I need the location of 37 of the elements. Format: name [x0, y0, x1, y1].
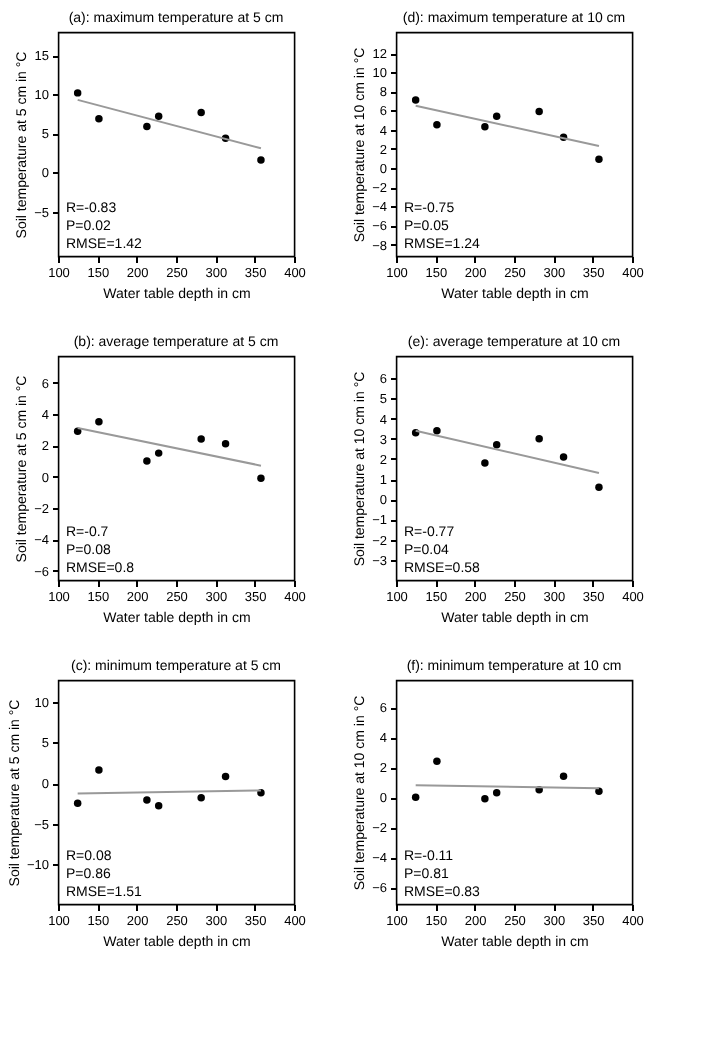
point	[492, 789, 501, 797]
point	[257, 789, 265, 797]
point	[559, 772, 568, 780]
point	[411, 96, 420, 104]
point	[595, 155, 603, 164]
point	[559, 453, 568, 461]
point	[481, 123, 489, 131]
point	[143, 122, 151, 131]
point	[143, 796, 151, 804]
point	[481, 459, 489, 467]
point	[257, 156, 265, 164]
point	[595, 483, 603, 491]
point	[481, 795, 489, 803]
point	[143, 457, 151, 465]
point	[221, 772, 230, 781]
point	[433, 121, 441, 129]
point	[95, 114, 103, 123]
point	[197, 435, 205, 443]
point	[535, 107, 543, 116]
point	[411, 793, 420, 801]
point	[73, 89, 82, 97]
point	[492, 441, 501, 449]
point	[73, 799, 82, 808]
point	[154, 802, 163, 810]
point	[595, 787, 603, 795]
point	[433, 426, 441, 435]
point	[535, 435, 543, 443]
point	[492, 112, 501, 120]
point	[154, 112, 163, 121]
point	[257, 474, 265, 482]
point	[221, 439, 230, 448]
point	[95, 766, 103, 774]
point	[197, 108, 205, 117]
point	[95, 418, 103, 426]
point	[197, 793, 205, 802]
point	[154, 449, 163, 457]
point	[433, 757, 441, 765]
